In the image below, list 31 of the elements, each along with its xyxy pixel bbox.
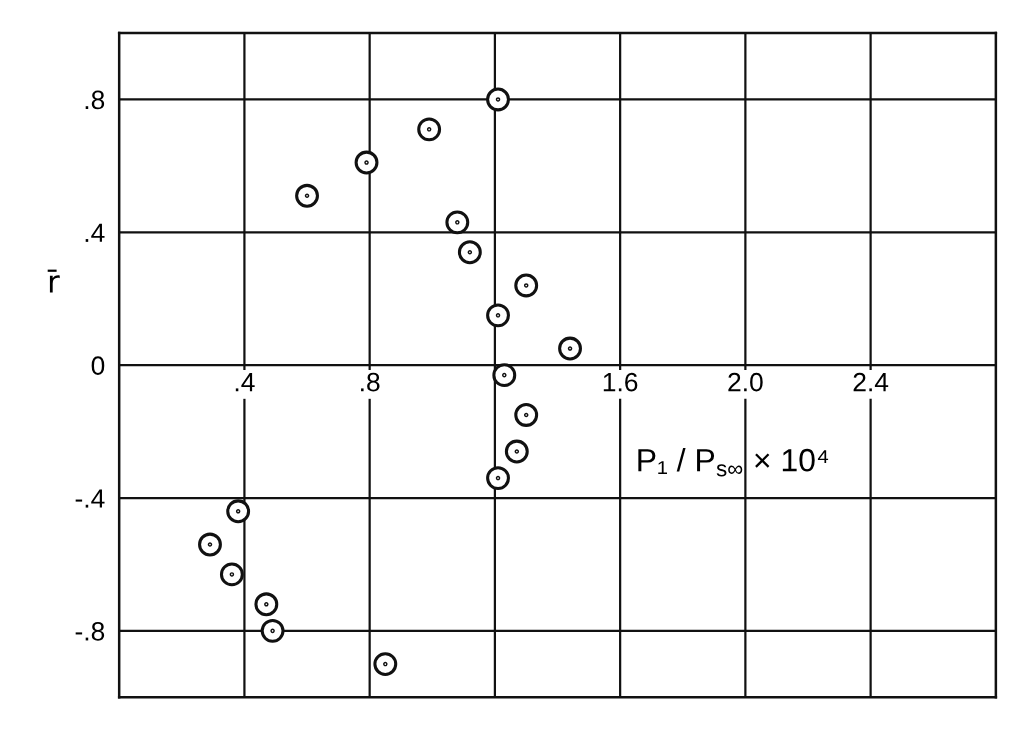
y-axis-title: r̄ [47, 269, 60, 293]
x-axis-title: P₁ / P$_{s∞}$ × 10⁴ [638, 448, 829, 477]
point [492, 363, 517, 388]
point [445, 210, 470, 235]
point [514, 403, 539, 427]
x-tick-label: 2.0 [728, 372, 763, 392]
x-tick-label: 2.4 [853, 372, 889, 392]
y-tick-label: -.8 [75, 622, 105, 641]
point [373, 652, 398, 677]
point [226, 499, 251, 524]
point [354, 150, 379, 175]
x-tick-label: .4 [235, 373, 255, 392]
y-tick-label: .8 [85, 90, 105, 110]
point [254, 592, 279, 617]
point [417, 117, 442, 142]
y-tick-label: -.4 [75, 489, 105, 508]
y-tick-label: .4 [85, 223, 105, 242]
point [486, 303, 510, 328]
point [486, 87, 510, 112]
point [457, 240, 482, 265]
point [219, 562, 244, 587]
point [514, 273, 539, 298]
point [558, 336, 582, 361]
point [260, 618, 285, 643]
point [295, 183, 319, 208]
point [198, 532, 222, 557]
x-tick-label: 1.6 [603, 372, 638, 392]
point [486, 466, 510, 491]
point [504, 439, 529, 464]
x-tick-label: .8 [361, 372, 380, 392]
y-tick-label: 0 [91, 356, 105, 375]
